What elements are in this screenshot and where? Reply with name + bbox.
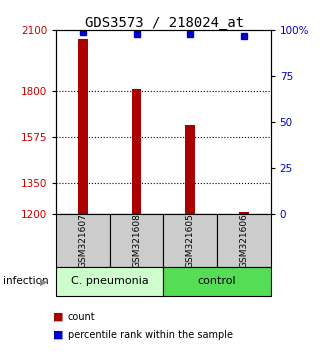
Text: control: control — [198, 276, 236, 286]
Text: GSM321608: GSM321608 — [132, 213, 141, 268]
Bar — [185, 125, 195, 214]
Bar — [132, 89, 141, 214]
Text: GSM321605: GSM321605 — [186, 213, 195, 268]
Bar — [163, 267, 271, 296]
Text: infection: infection — [3, 276, 49, 286]
Bar — [163, 214, 217, 267]
Text: percentile rank within the sample: percentile rank within the sample — [68, 330, 233, 339]
Text: C. pneumonia: C. pneumonia — [71, 276, 148, 286]
Bar — [239, 211, 248, 214]
Bar — [217, 214, 271, 267]
Text: count: count — [68, 312, 95, 322]
Text: ■: ■ — [52, 312, 63, 322]
Text: GSM321607: GSM321607 — [79, 213, 87, 268]
Text: ■: ■ — [52, 330, 63, 339]
Bar — [78, 39, 88, 214]
Text: GSM321606: GSM321606 — [239, 213, 248, 268]
Bar — [56, 267, 163, 296]
Text: ▶: ▶ — [40, 276, 48, 286]
Bar — [56, 214, 110, 267]
Bar — [110, 214, 163, 267]
Text: GDS3573 / 218024_at: GDS3573 / 218024_at — [85, 16, 245, 30]
